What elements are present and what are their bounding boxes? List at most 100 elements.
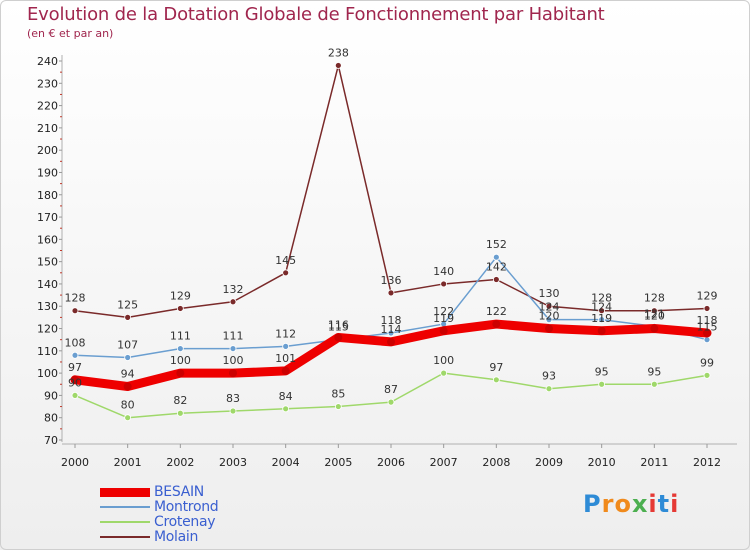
data-point-molain xyxy=(703,305,711,312)
y-tick-label: 130 xyxy=(37,300,58,313)
x-tick-label: 2001 xyxy=(114,456,142,469)
y-tick-label: 190 xyxy=(37,166,58,179)
legend-label-molain: Molain xyxy=(154,529,199,545)
data-label-besain: 97 xyxy=(68,361,82,374)
data-point-besain xyxy=(650,324,659,333)
data-point-molain xyxy=(387,289,395,297)
y-tick-label: 180 xyxy=(37,189,58,202)
logo-letter: x xyxy=(631,490,649,518)
data-label-molain: 125 xyxy=(117,298,138,311)
x-tick-label: 2011 xyxy=(640,456,668,469)
data-label-molain: 128 xyxy=(644,292,665,305)
legend-swatch-molain xyxy=(100,536,150,538)
data-point-molain xyxy=(124,313,132,321)
data-label-molain: 140 xyxy=(433,265,454,278)
data-point-besain xyxy=(229,369,237,378)
logo-letter: r xyxy=(601,490,615,518)
data-point-crotenay xyxy=(334,403,342,410)
data-label-besain: 100 xyxy=(223,354,244,367)
x-tick-label: 2006 xyxy=(377,456,405,469)
data-point-molain xyxy=(545,302,553,310)
legend-label-crotenay: Crotenay xyxy=(154,514,216,530)
data-point-besain xyxy=(281,366,290,375)
data-label-montrond: 108 xyxy=(65,336,86,349)
y-tick-label: 110 xyxy=(37,345,58,358)
data-label-crotenay: 80 xyxy=(121,399,135,412)
data-point-besain xyxy=(334,333,343,342)
legend-label-montrond: Montrond xyxy=(154,499,219,515)
data-point-besain xyxy=(492,320,501,329)
data-label-crotenay: 90 xyxy=(68,376,82,389)
data-point-molain xyxy=(598,307,606,315)
data-point-crotenay xyxy=(598,380,606,388)
logo-letter: i xyxy=(670,490,680,518)
x-tick-label: 2003 xyxy=(219,456,247,469)
y-tick-label: 140 xyxy=(37,278,58,291)
data-point-molain xyxy=(334,62,342,69)
data-point-molain xyxy=(282,269,290,277)
data-label-crotenay: 93 xyxy=(542,370,556,383)
data-label-besain: 116 xyxy=(328,318,349,331)
y-tick-label: 120 xyxy=(37,323,58,336)
legend-item-besain: BESAIN xyxy=(100,484,300,500)
data-label-crotenay: 95 xyxy=(595,365,609,378)
data-label-crotenay: 99 xyxy=(700,356,714,369)
data-label-montrond: 121 xyxy=(644,307,665,320)
x-tick-label: 2005 xyxy=(324,456,352,469)
x-tick-label: 2012 xyxy=(693,456,721,469)
data-label-besain: 120 xyxy=(539,310,560,323)
x-tick-label: 2004 xyxy=(272,456,300,469)
data-label-besain: 119 xyxy=(433,312,454,325)
data-point-crotenay xyxy=(440,369,448,377)
data-label-molain: 132 xyxy=(223,283,244,296)
data-label-montrond: 124 xyxy=(591,301,612,314)
data-label-molain: 129 xyxy=(170,289,191,302)
data-label-crotenay: 95 xyxy=(647,365,661,378)
chart-subtitle: (en € et par an) xyxy=(27,27,114,40)
data-label-montrond: 112 xyxy=(275,327,296,340)
data-label-molain: 145 xyxy=(275,254,296,267)
data-point-montrond xyxy=(387,329,395,337)
data-label-montrond: 107 xyxy=(117,339,138,352)
data-label-besain: 100 xyxy=(170,354,191,367)
data-label-crotenay: 83 xyxy=(226,392,240,405)
x-tick-label: 2002 xyxy=(166,456,194,469)
data-point-crotenay xyxy=(176,409,184,417)
chart-series xyxy=(70,62,712,422)
data-point-crotenay xyxy=(703,371,711,379)
data-point-crotenay xyxy=(71,392,79,399)
data-label-besain: 119 xyxy=(591,312,612,325)
data-point-molain xyxy=(492,276,500,283)
logo-letter: P xyxy=(583,490,602,518)
y-tick-label: 150 xyxy=(37,256,58,269)
x-tick-label: 2010 xyxy=(588,456,616,469)
data-point-montrond xyxy=(71,351,79,359)
y-tick-label: 70 xyxy=(44,434,58,447)
chart-axes: 7080901001101201301401501601701801902002… xyxy=(37,55,737,469)
proxiti-logo: Proxiti xyxy=(583,490,679,518)
data-point-besain xyxy=(387,337,395,346)
legend-swatch-crotenay xyxy=(100,521,150,523)
data-point-montrond xyxy=(545,316,553,324)
data-point-montrond xyxy=(703,336,711,344)
data-point-montrond xyxy=(282,342,290,350)
data-point-molain xyxy=(176,305,184,312)
y-tick-label: 80 xyxy=(44,412,58,425)
y-tick-label: 210 xyxy=(37,122,58,135)
data-label-montrond: 111 xyxy=(223,330,244,343)
logo-letter: i xyxy=(648,490,658,518)
data-label-montrond: 122 xyxy=(433,305,454,318)
data-point-crotenay xyxy=(124,414,132,422)
data-label-crotenay: 82 xyxy=(173,394,187,407)
legend-item-crotenay: Crotenay xyxy=(100,514,300,530)
data-label-crotenay: 85 xyxy=(331,388,345,401)
data-point-montrond xyxy=(176,345,184,352)
logo-letter: t xyxy=(657,490,671,518)
data-point-crotenay xyxy=(650,380,658,388)
data-label-molain: 142 xyxy=(486,260,507,273)
data-point-crotenay xyxy=(387,398,395,406)
legend-swatch-montrond xyxy=(100,506,150,508)
y-tick-label: 160 xyxy=(37,233,58,246)
data-point-molain xyxy=(71,307,79,315)
